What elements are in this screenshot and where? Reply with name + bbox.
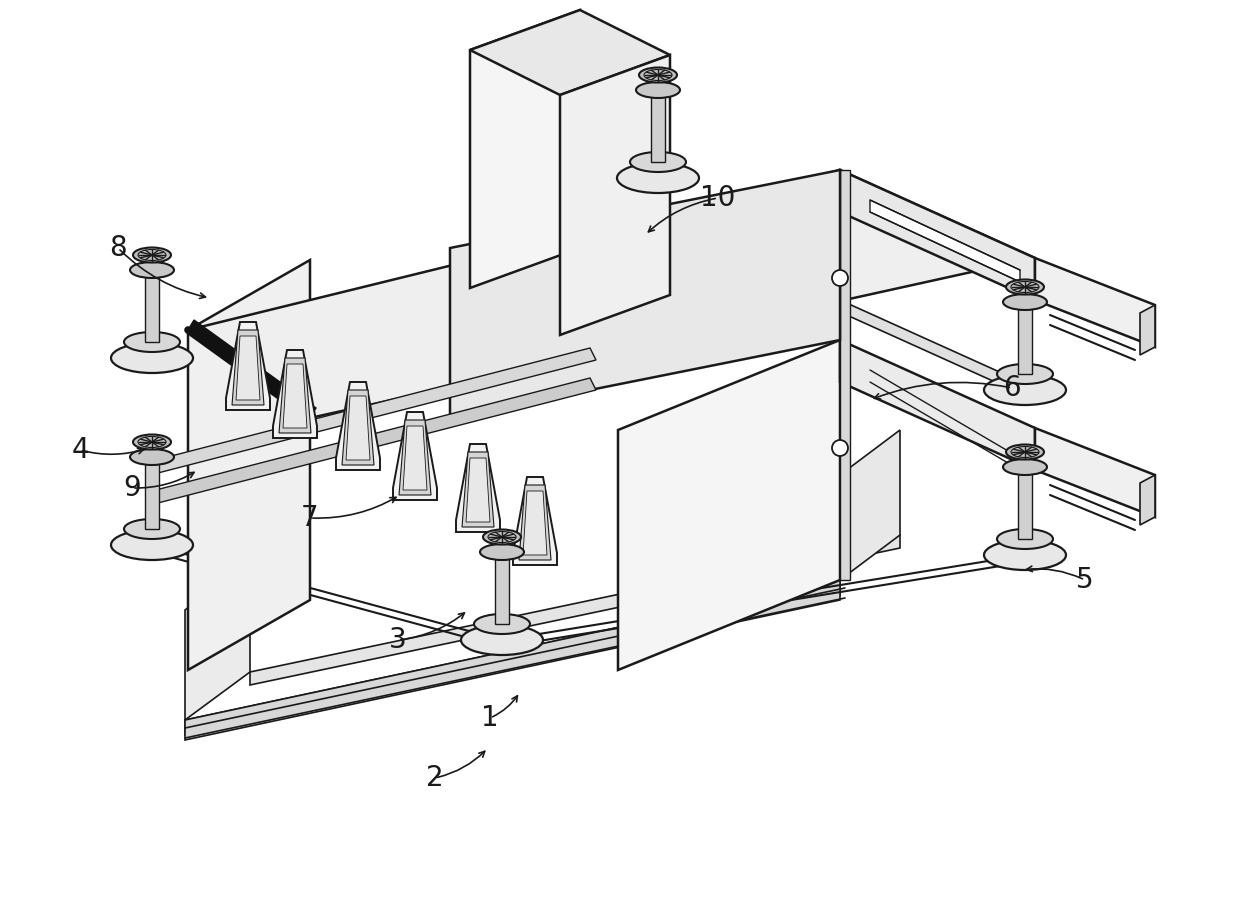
Ellipse shape xyxy=(130,449,174,465)
Text: 5: 5 xyxy=(1076,566,1094,594)
Ellipse shape xyxy=(985,540,1066,570)
Ellipse shape xyxy=(484,530,521,544)
Text: 2: 2 xyxy=(427,764,444,792)
Polygon shape xyxy=(336,382,379,470)
Polygon shape xyxy=(236,336,260,400)
Polygon shape xyxy=(250,535,900,685)
Polygon shape xyxy=(470,10,670,95)
Polygon shape xyxy=(1140,305,1154,355)
Ellipse shape xyxy=(1006,279,1044,295)
Text: 8: 8 xyxy=(109,234,126,262)
Ellipse shape xyxy=(133,434,171,450)
Polygon shape xyxy=(188,170,1035,418)
Ellipse shape xyxy=(618,163,699,193)
Ellipse shape xyxy=(985,375,1066,405)
Polygon shape xyxy=(148,348,596,474)
Ellipse shape xyxy=(997,364,1053,384)
Text: 3: 3 xyxy=(389,626,407,654)
Polygon shape xyxy=(839,430,900,580)
Polygon shape xyxy=(273,350,317,438)
Ellipse shape xyxy=(461,625,543,655)
Polygon shape xyxy=(618,340,839,670)
Polygon shape xyxy=(393,412,436,500)
Polygon shape xyxy=(1035,428,1154,517)
Polygon shape xyxy=(145,270,159,342)
Polygon shape xyxy=(466,458,490,522)
Polygon shape xyxy=(456,444,500,532)
Polygon shape xyxy=(450,170,839,418)
Ellipse shape xyxy=(480,544,525,560)
Polygon shape xyxy=(495,552,508,624)
Polygon shape xyxy=(185,580,839,735)
Ellipse shape xyxy=(636,82,680,98)
Ellipse shape xyxy=(1003,459,1047,475)
Polygon shape xyxy=(145,457,159,529)
Polygon shape xyxy=(839,340,1035,470)
Polygon shape xyxy=(188,320,316,418)
Ellipse shape xyxy=(124,332,180,352)
Polygon shape xyxy=(279,358,311,433)
Text: 10: 10 xyxy=(701,184,735,212)
Polygon shape xyxy=(188,260,310,670)
Text: 7: 7 xyxy=(301,504,319,532)
Text: 6: 6 xyxy=(1003,374,1021,402)
Polygon shape xyxy=(470,10,580,288)
Polygon shape xyxy=(870,200,1021,282)
Polygon shape xyxy=(399,420,432,495)
Polygon shape xyxy=(513,477,557,565)
Text: 9: 9 xyxy=(123,474,141,502)
Polygon shape xyxy=(148,378,596,504)
Ellipse shape xyxy=(1003,294,1047,310)
Ellipse shape xyxy=(124,519,180,539)
Polygon shape xyxy=(560,55,670,335)
Polygon shape xyxy=(839,300,1035,400)
Polygon shape xyxy=(1140,475,1154,525)
Ellipse shape xyxy=(639,68,677,83)
Ellipse shape xyxy=(112,343,193,373)
Polygon shape xyxy=(342,390,374,465)
Polygon shape xyxy=(1035,258,1154,347)
Polygon shape xyxy=(283,364,308,428)
Polygon shape xyxy=(1018,302,1032,374)
Ellipse shape xyxy=(1006,444,1044,460)
Ellipse shape xyxy=(130,262,174,278)
Polygon shape xyxy=(463,452,494,527)
Ellipse shape xyxy=(133,248,171,262)
Polygon shape xyxy=(232,330,264,405)
Polygon shape xyxy=(839,170,1035,300)
Ellipse shape xyxy=(474,614,529,634)
Text: 1: 1 xyxy=(481,704,498,732)
Ellipse shape xyxy=(630,152,686,172)
Polygon shape xyxy=(185,560,250,720)
Polygon shape xyxy=(185,580,839,740)
Polygon shape xyxy=(346,396,370,460)
Polygon shape xyxy=(1018,467,1032,539)
Polygon shape xyxy=(226,322,270,410)
Circle shape xyxy=(832,270,848,286)
Ellipse shape xyxy=(997,529,1053,549)
Polygon shape xyxy=(523,491,547,555)
Circle shape xyxy=(832,440,848,456)
Polygon shape xyxy=(403,426,427,490)
Polygon shape xyxy=(839,170,849,580)
Ellipse shape xyxy=(112,530,193,560)
Text: 4: 4 xyxy=(71,436,89,464)
Polygon shape xyxy=(520,485,551,560)
Polygon shape xyxy=(651,90,665,162)
